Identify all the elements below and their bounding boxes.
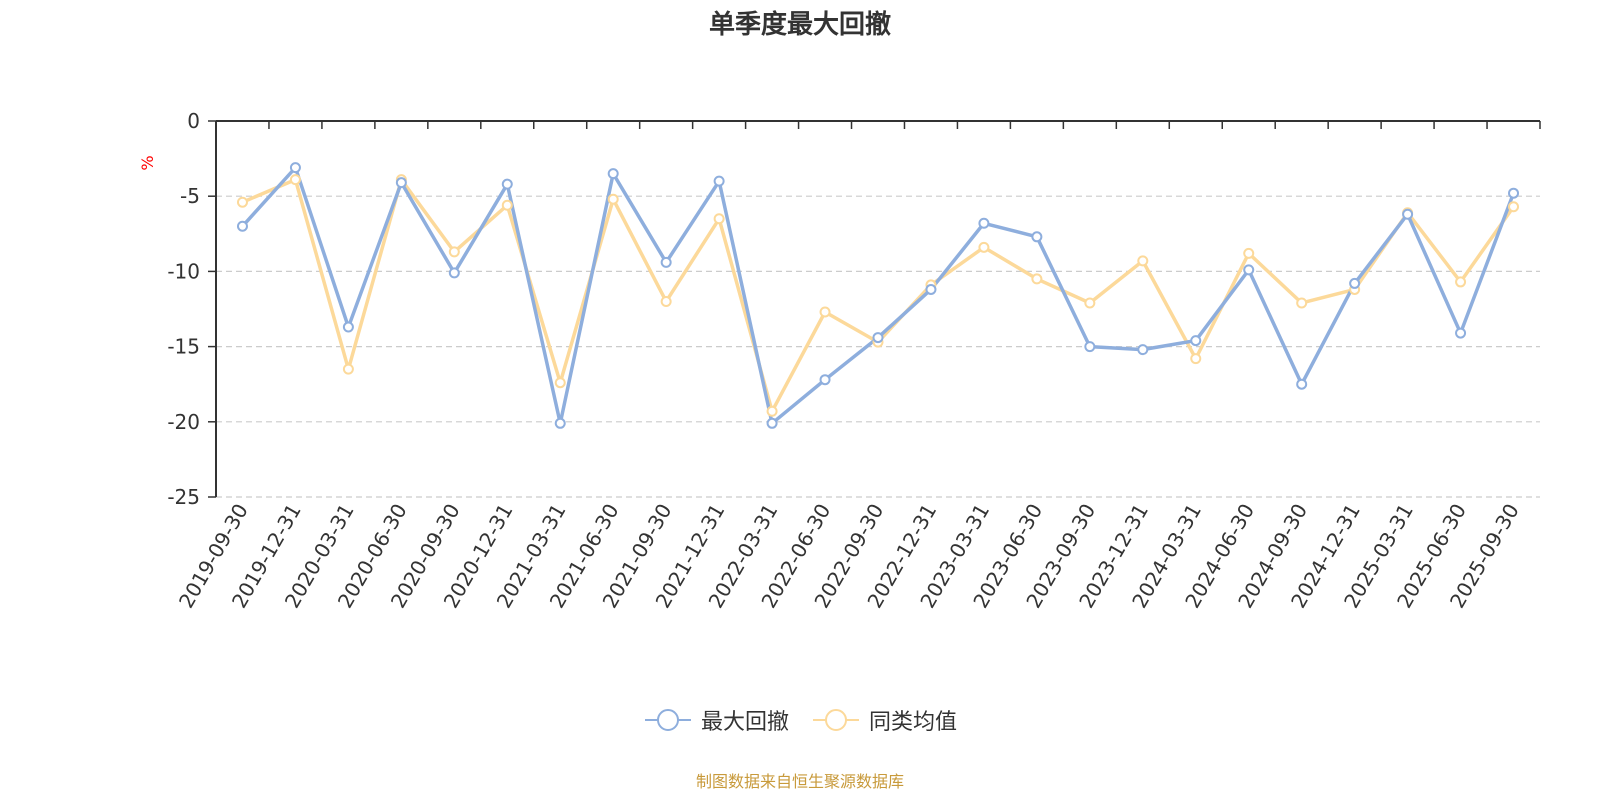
series-0-point-24 [1508, 187, 1520, 199]
series-1-point-7 [607, 193, 619, 205]
series-1-point-23 [1455, 276, 1467, 288]
series-0-point-0 [236, 220, 248, 232]
y-tick-label-2: -10 [167, 259, 200, 283]
legend-label-1: 同类均值 [869, 710, 958, 735]
series-1-point-8 [660, 295, 672, 307]
y-tick-label-3: -15 [167, 335, 200, 359]
series-0-point-16 [1084, 341, 1096, 353]
series-line-1 [241, 177, 1515, 414]
legend-marker-0 [644, 709, 691, 731]
series-0-point-9 [713, 175, 725, 187]
legend-marker-1 [813, 709, 859, 731]
y-tick-label-4: -20 [167, 410, 200, 434]
series-1-point-17 [1137, 255, 1149, 267]
series-1-point-11 [819, 306, 831, 318]
series-0-point-6 [554, 417, 566, 429]
series-1-point-14 [978, 241, 990, 253]
series-1-point-20 [1296, 297, 1308, 309]
y-tick-label-0: 0 [187, 109, 200, 133]
series-1-point-6 [554, 377, 566, 389]
series-0-point-5 [501, 178, 513, 190]
series-0-point-8 [660, 256, 672, 268]
series-1-point-24 [1508, 201, 1520, 213]
series-0-point-1 [289, 162, 301, 174]
series-line-0 [241, 165, 1516, 426]
series-0-point-15 [1031, 231, 1043, 243]
series-1-point-0 [236, 196, 248, 208]
legend-label-0: 最大回撤 [700, 710, 789, 735]
series-group [236, 162, 1520, 429]
axes: 0-5-10-15-20-252019-09-302019-12-312020-… [167, 109, 1541, 612]
series-1-point-18 [1190, 353, 1202, 365]
chart-title: 单季度最大回撤 [708, 10, 891, 40]
series-0-point-12 [872, 332, 884, 344]
legend-item-series-0[interactable]: 最大回撤 [643, 704, 789, 736]
series-0-point-20 [1296, 378, 1308, 390]
series-1-point-2 [342, 363, 354, 375]
series-0-point-17 [1137, 344, 1149, 356]
series-1-point-16 [1084, 297, 1096, 309]
series-1-point-1 [289, 174, 301, 186]
series-0-point-7 [607, 168, 619, 180]
series-0-point-4 [448, 267, 460, 279]
series-0-point-21 [1349, 277, 1361, 289]
series-0-point-3 [395, 177, 407, 189]
line-chart: 0-5-10-15-20-252019-09-302019-12-312020-… [138, 109, 1541, 612]
series-0-point-10 [766, 417, 778, 429]
series-0-point-19 [1243, 264, 1255, 276]
y-tick-label-1: -5 [180, 184, 200, 208]
series-1-point-5 [501, 199, 513, 211]
series-1-point-4 [448, 246, 460, 258]
series-1-point-10 [766, 405, 778, 417]
series-0-point-18 [1190, 335, 1202, 347]
series-1-point-15 [1031, 273, 1043, 285]
series-1-point-9 [713, 213, 725, 225]
legend: 最大回撤 同类均值 [0, 704, 1600, 736]
series-1-point-19 [1243, 247, 1255, 259]
legend-item-series-1[interactable]: 同类均值 [811, 704, 957, 736]
y-tick-label-5: -25 [167, 485, 200, 509]
series-0-point-13 [925, 283, 937, 295]
series-0-point-11 [819, 374, 831, 386]
series-0-point-22 [1402, 208, 1414, 220]
series-0-point-14 [978, 217, 990, 229]
source-note: 制图数据来自恒生聚源数据库 [695, 772, 904, 791]
series-0-point-2 [342, 321, 354, 333]
series-0-point-23 [1455, 327, 1467, 339]
y-axis-label: % [138, 155, 157, 170]
